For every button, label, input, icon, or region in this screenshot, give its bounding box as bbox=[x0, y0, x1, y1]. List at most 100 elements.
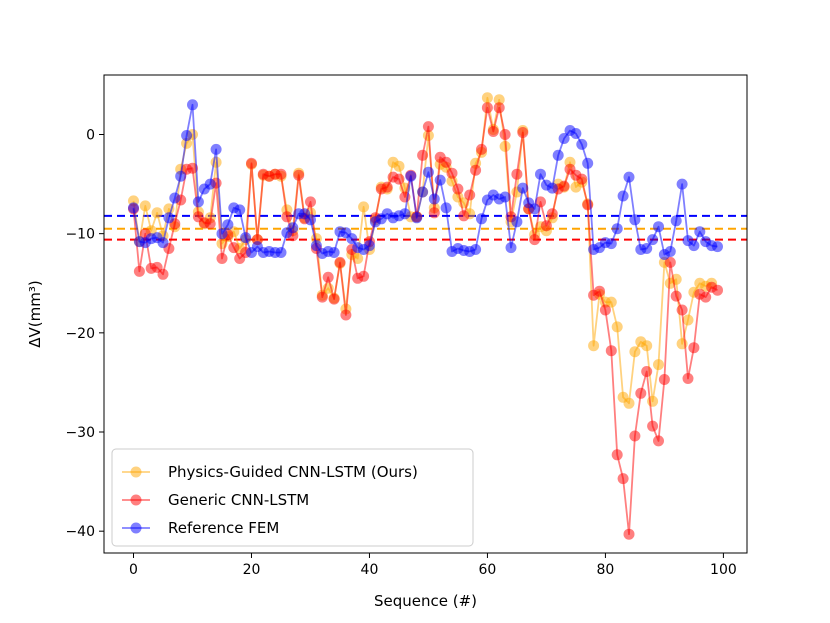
y-tick-label: −20 bbox=[65, 326, 95, 342]
data-point bbox=[157, 237, 169, 249]
data-point bbox=[582, 157, 594, 169]
data-point bbox=[411, 212, 423, 224]
data-point bbox=[181, 130, 193, 141]
data-point bbox=[653, 221, 664, 233]
data-point bbox=[334, 256, 346, 268]
series-2 bbox=[128, 99, 723, 260]
data-point bbox=[611, 449, 623, 461]
data-point bbox=[181, 137, 193, 149]
data-point bbox=[316, 291, 328, 303]
data-point bbox=[139, 200, 151, 212]
data-point bbox=[641, 340, 653, 352]
y-axis-label: ΔV(mm³) bbox=[26, 280, 44, 347]
data-point bbox=[470, 244, 482, 255]
data-point bbox=[635, 387, 647, 399]
data-point bbox=[658, 374, 670, 385]
data-point bbox=[358, 201, 370, 213]
data-point bbox=[629, 430, 641, 442]
data-point bbox=[328, 247, 340, 258]
data-point bbox=[440, 156, 452, 168]
data-point bbox=[322, 271, 334, 283]
y-axis: 0 −10 −20 −30 −40 bbox=[65, 128, 104, 540]
data-point bbox=[682, 373, 694, 384]
data-point bbox=[393, 160, 405, 172]
data-point bbox=[458, 210, 470, 222]
data-point bbox=[576, 138, 588, 150]
data-point bbox=[623, 397, 635, 409]
data-point bbox=[434, 174, 446, 186]
data-point bbox=[358, 270, 370, 282]
data-point bbox=[234, 204, 246, 216]
data-point bbox=[216, 253, 228, 264]
data-point bbox=[222, 219, 234, 231]
data-point bbox=[210, 143, 222, 155]
data-point bbox=[682, 314, 694, 326]
data-point bbox=[517, 182, 529, 194]
data-point bbox=[476, 213, 487, 225]
data-point bbox=[487, 126, 499, 137]
data-point bbox=[540, 220, 552, 232]
data-point bbox=[169, 192, 181, 204]
data-point bbox=[605, 238, 617, 250]
data-point bbox=[664, 256, 676, 268]
data-point bbox=[481, 92, 493, 104]
data-point bbox=[623, 171, 635, 183]
data-point bbox=[422, 121, 434, 133]
data-point bbox=[605, 296, 617, 308]
y-tick-label: −40 bbox=[65, 524, 95, 540]
data-point bbox=[558, 180, 570, 192]
data-point bbox=[599, 304, 611, 316]
data-point bbox=[529, 234, 541, 246]
y-tick-label: −10 bbox=[65, 227, 95, 243]
data-point bbox=[452, 183, 464, 195]
data-point bbox=[470, 164, 482, 176]
legend-swatch-marker bbox=[130, 466, 142, 478]
data-point bbox=[700, 291, 712, 303]
data-point bbox=[310, 240, 322, 252]
data-point bbox=[493, 94, 505, 106]
data-point bbox=[511, 168, 523, 180]
data-point bbox=[240, 232, 252, 244]
data-point bbox=[552, 149, 564, 161]
data-point bbox=[405, 170, 417, 182]
data-point bbox=[187, 162, 198, 174]
data-point bbox=[328, 293, 340, 305]
data-point bbox=[670, 290, 682, 302]
x-axis-label: Sequence (#) bbox=[374, 592, 477, 610]
data-point bbox=[688, 342, 700, 354]
data-point bbox=[381, 181, 393, 193]
data-point bbox=[594, 285, 605, 297]
data-point bbox=[476, 143, 487, 155]
data-point bbox=[617, 473, 629, 485]
data-point bbox=[187, 99, 198, 111]
data-point bbox=[417, 186, 429, 198]
data-point bbox=[576, 173, 588, 185]
data-point bbox=[275, 247, 287, 258]
data-point bbox=[493, 102, 505, 114]
y-tick-label: 0 bbox=[86, 128, 95, 144]
data-point bbox=[712, 241, 723, 253]
data-point bbox=[422, 166, 434, 178]
legend-label: Physics-Guided CNN-LSTM (Ours) bbox=[168, 463, 418, 481]
data-point bbox=[641, 243, 653, 254]
data-point bbox=[275, 168, 287, 180]
data-point bbox=[399, 208, 411, 220]
data-point bbox=[641, 366, 653, 377]
data-point bbox=[605, 345, 617, 357]
data-point bbox=[440, 202, 452, 214]
data-point bbox=[694, 226, 706, 238]
legend-swatch-marker bbox=[130, 494, 142, 506]
data-point bbox=[128, 202, 139, 214]
x-tick-label: 80 bbox=[597, 562, 615, 578]
data-point bbox=[617, 190, 629, 202]
data-point bbox=[428, 207, 440, 219]
data-point bbox=[417, 149, 429, 161]
data-point bbox=[517, 127, 529, 138]
data-point bbox=[623, 528, 635, 540]
data-point bbox=[157, 268, 169, 280]
data-point bbox=[611, 223, 623, 235]
data-point bbox=[647, 420, 659, 432]
series-line bbox=[132, 106, 718, 536]
legend-box bbox=[111, 448, 474, 547]
